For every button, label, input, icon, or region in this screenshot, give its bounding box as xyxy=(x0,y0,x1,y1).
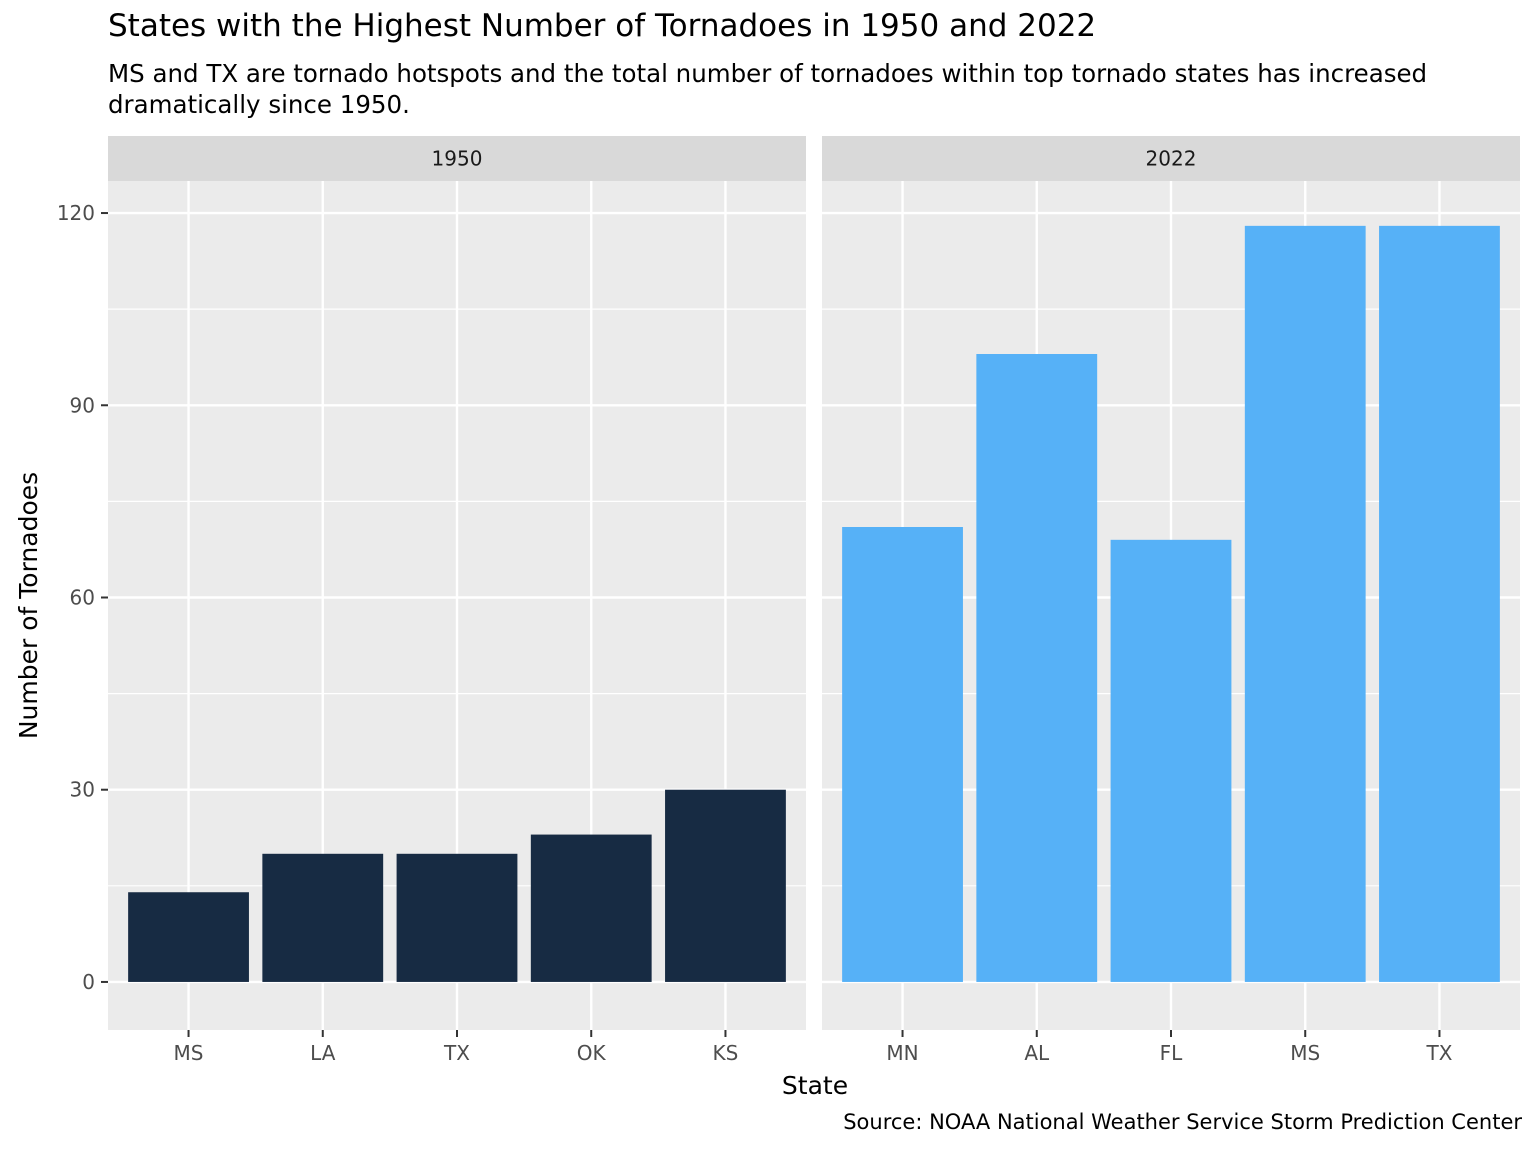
x-tick-label: FL xyxy=(1160,1041,1184,1065)
x-tick-label: MN xyxy=(886,1041,918,1065)
y-axis-title: Number of Tornadoes xyxy=(14,472,43,739)
y-tick-label: 120 xyxy=(57,201,95,225)
x-tick-label: OK xyxy=(577,1041,607,1065)
x-tick-label: KS xyxy=(713,1041,739,1065)
x-tick-label: AL xyxy=(1024,1041,1050,1065)
chart-title: States with the Highest Number of Tornad… xyxy=(108,8,1097,44)
y-tick-label: 0 xyxy=(82,970,95,994)
chart-caption: Source: NOAA National Weather Service St… xyxy=(843,1110,1522,1134)
y-tick-label: 30 xyxy=(70,778,95,802)
facet-strip xyxy=(108,136,806,181)
x-tick-label: MS xyxy=(1290,1041,1320,1065)
x-tick-label: TX xyxy=(443,1041,470,1065)
y-tick-label: 90 xyxy=(70,393,95,417)
bar-2022-FL xyxy=(1110,539,1232,982)
x-tick-label: LA xyxy=(310,1041,336,1065)
bar-1950-LA xyxy=(262,853,384,982)
x-axis-title: State xyxy=(782,1071,848,1100)
bar-2022-TX xyxy=(1379,225,1500,982)
x-tick-label: TX xyxy=(1426,1041,1453,1065)
bar-1950-KS xyxy=(665,789,786,982)
facet-label: 1950 xyxy=(432,147,483,171)
y-tick-label: 60 xyxy=(70,585,95,609)
x-tick-label: MS xyxy=(174,1041,204,1065)
facet-strip xyxy=(822,136,1520,181)
bar-1950-OK xyxy=(530,834,652,982)
bar-1950-MS xyxy=(128,892,249,982)
chart-subtitle: MS and TX are tornado hotspots and the t… xyxy=(108,59,1428,119)
bar-2022-MS xyxy=(1244,225,1366,982)
bar-2022-AL xyxy=(976,354,1098,982)
facet-label: 2022 xyxy=(1146,147,1197,171)
bar-2022-MN xyxy=(842,527,963,982)
bar-1950-TX xyxy=(396,853,518,982)
